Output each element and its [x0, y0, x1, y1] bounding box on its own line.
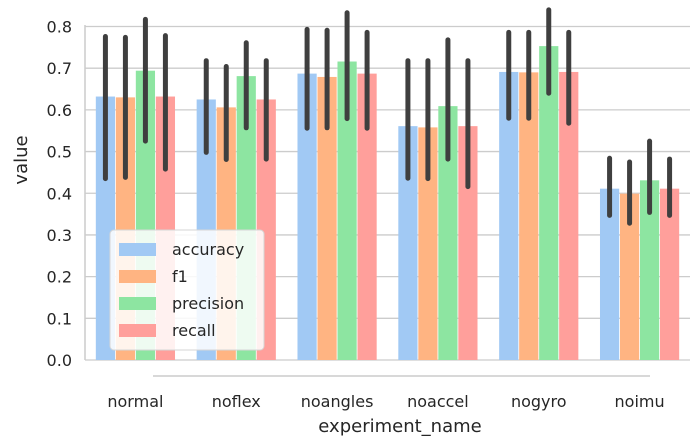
axis-spines	[84, 25, 650, 377]
legend-swatch-accuracy	[119, 243, 156, 256]
legend-swatch-precision	[119, 297, 156, 310]
legend-swatch-recall	[119, 324, 156, 337]
error-bars	[102, 7, 673, 226]
bar-precision-nogyro	[539, 46, 559, 361]
bar-recall-noaccel	[458, 126, 478, 360]
legend-label-recall: recall	[172, 321, 216, 340]
bar-accuracy-noaccel	[398, 126, 418, 360]
y-tick-labels: 0.0 0.1 0.2 0.3 0.4 0.5 0.6 0.7 0.8	[47, 18, 72, 370]
x-tick-label-normal: normal	[107, 392, 163, 411]
y-tick-label: 0.6	[47, 101, 72, 120]
y-tick-label: 0.7	[47, 59, 72, 78]
bar-f1-noimu	[619, 193, 640, 360]
y-tick-label: 0.0	[47, 351, 72, 370]
legend-box	[109, 229, 265, 351]
y-tick-label: 0.2	[47, 268, 72, 287]
legend-swatch-f1	[119, 270, 156, 283]
bar-recall-noangles	[357, 73, 377, 360]
legend-label-accuracy: accuracy	[172, 240, 244, 259]
bar-accuracy-noangles	[297, 73, 317, 360]
legend-label-precision: precision	[172, 294, 244, 313]
y-tick-label: 0.4	[47, 184, 72, 203]
bar-f1-nogyro	[519, 72, 539, 360]
y-tick-label: 0.1	[47, 309, 72, 328]
x-tick-label-noflex: noflex	[212, 392, 261, 411]
y-axis-label: value	[11, 135, 32, 184]
x-axis-label: experiment_name	[318, 416, 481, 437]
x-tick-label-noimu: noimu	[615, 392, 665, 411]
bar-accuracy-nogyro	[499, 71, 519, 360]
bar-accuracy-noimu	[599, 188, 620, 360]
legend: accuracy f1 precision recall	[109, 229, 265, 351]
y-tick-label: 0.5	[47, 143, 72, 162]
bar-precision-noangles	[337, 61, 357, 361]
bar-f1-noaccel	[418, 127, 438, 360]
x-tick-labels: normal noflex noangles noaccel nogyro noimu	[107, 392, 664, 411]
x-tick-label-nogyro: nogyro	[511, 392, 567, 411]
bar-f1-noangles	[317, 76, 337, 360]
legend-label-f1: f1	[172, 267, 188, 286]
x-tick-label-noangles: noangles	[301, 392, 374, 411]
bar-precision-noaccel	[438, 106, 458, 360]
y-tick-label: 0.8	[47, 18, 72, 37]
y-tick-label: 0.3	[47, 226, 72, 245]
bar-precision-noimu	[639, 180, 660, 360]
bar-recall-nogyro	[559, 71, 579, 360]
x-tick-label-noaccel: noaccel	[407, 392, 469, 411]
bar-recall-noimu	[659, 188, 680, 360]
